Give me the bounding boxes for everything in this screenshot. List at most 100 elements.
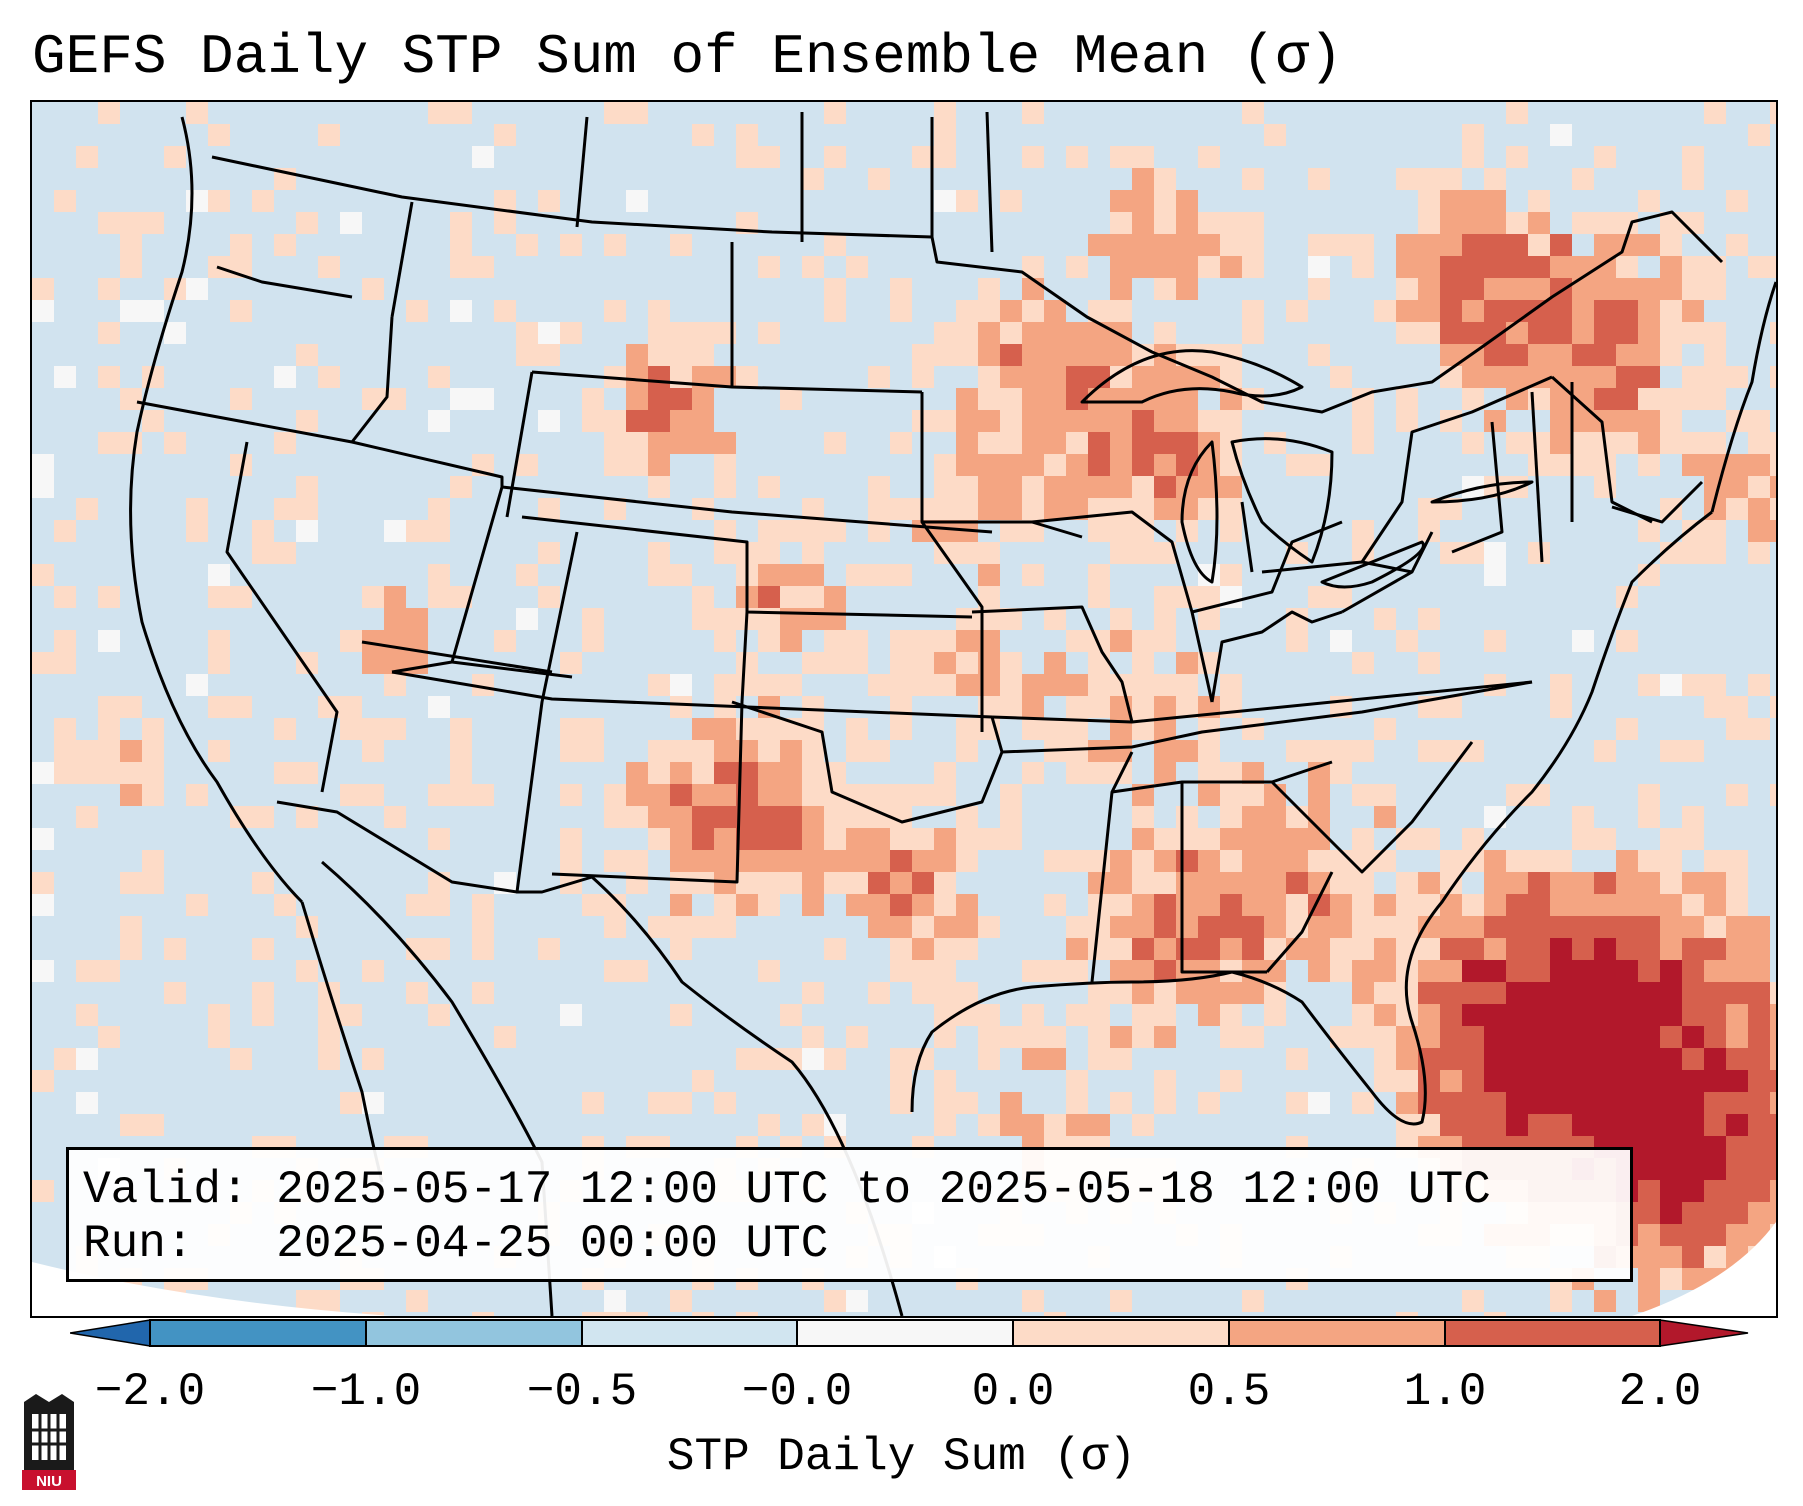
anomaly-cell: [362, 1048, 384, 1070]
anomaly-cell: [1726, 916, 1748, 938]
anomaly-cell: [1132, 190, 1154, 212]
anomaly-cell: [538, 190, 560, 212]
anomaly-cell: [1682, 1048, 1704, 1070]
anomaly-cell: [1462, 146, 1484, 168]
anomaly-cell: [384, 586, 406, 608]
anomaly-cell: [626, 344, 648, 366]
anomaly-cell: [1066, 256, 1088, 278]
anomaly-cell: [1418, 740, 1440, 762]
anomaly-cell: [1132, 454, 1154, 476]
anomaly-cell: [868, 916, 890, 938]
anomaly-cell: [1462, 366, 1484, 388]
anomaly-cell: [538, 586, 560, 608]
anomaly-cell: [1088, 520, 1110, 542]
anomaly-cell: [296, 806, 318, 828]
anomaly-cell: [142, 850, 164, 872]
anomaly-cell: [1176, 190, 1198, 212]
anomaly-cell: [1682, 1092, 1704, 1114]
anomaly-cell: [670, 740, 692, 762]
anomaly-cell: [1110, 256, 1132, 278]
anomaly-cell: [868, 828, 890, 850]
anomaly-cell: [978, 476, 1000, 498]
anomaly-cell: [450, 212, 472, 234]
anomaly-cell: [120, 696, 142, 718]
anomaly-cell: [1000, 1092, 1022, 1114]
anomaly-cell: [758, 1048, 780, 1070]
anomaly-cell: [1462, 542, 1484, 564]
anomaly-cell: [98, 102, 120, 124]
anomaly-cell: [1594, 344, 1616, 366]
anomaly-cell: [978, 300, 1000, 322]
anomaly-cell: [758, 784, 780, 806]
anomaly-cell: [670, 916, 692, 938]
anomaly-cell: [1088, 476, 1110, 498]
anomaly-cell: [1506, 234, 1528, 256]
anomaly-cell: [1176, 410, 1198, 432]
anomaly-cell: [1264, 124, 1286, 146]
anomaly-cell: [1286, 872, 1308, 894]
anomaly-cell: [1638, 1048, 1660, 1070]
anomaly-cell: [1088, 300, 1110, 322]
anomaly-cell: [1704, 344, 1726, 366]
anomaly-cell: [1088, 454, 1110, 476]
anomaly-cell: [1704, 938, 1726, 960]
anomaly-cell: [1242, 718, 1264, 740]
anomaly-cell: [1616, 432, 1638, 454]
anomaly-cell: [1528, 1070, 1550, 1092]
anomaly-cell: [758, 630, 780, 652]
anomaly-cell: [1550, 256, 1572, 278]
anomaly-map[interactable]: [32, 102, 1776, 1316]
anomaly-cell: [1330, 630, 1352, 652]
anomaly-cell: [912, 828, 934, 850]
anomaly-cell: [1594, 212, 1616, 234]
anomaly-cell: [1110, 608, 1132, 630]
anomaly-cell: [406, 982, 428, 1004]
anomaly-cell: [1462, 1114, 1484, 1136]
colorbar-bin: [1229, 1320, 1445, 1346]
anomaly-cell: [76, 806, 98, 828]
anomaly-cell: [1770, 1180, 1776, 1202]
anomaly-cell: [1704, 1158, 1726, 1180]
anomaly-cell: [670, 1004, 692, 1026]
anomaly-cell: [1462, 300, 1484, 322]
anomaly-cell: [1110, 278, 1132, 300]
anomaly-cell: [208, 630, 230, 652]
anomaly-cell: [824, 630, 846, 652]
anomaly-cell: [1220, 1070, 1242, 1092]
anomaly-cell: [1660, 278, 1682, 300]
anomaly-cell: [978, 1026, 1000, 1048]
anomaly-cell: [1110, 498, 1132, 520]
anomaly-cell: [1088, 234, 1110, 256]
anomaly-cell: [1374, 916, 1396, 938]
anomaly-cell: [296, 762, 318, 784]
anomaly-cell: [626, 388, 648, 410]
anomaly-cell: [362, 652, 384, 674]
anomaly-cell: [1110, 344, 1132, 366]
anomaly-cell: [1682, 1180, 1704, 1202]
anomaly-cell: [978, 564, 1000, 586]
anomaly-cell: [76, 762, 98, 784]
anomaly-cell: [340, 718, 362, 740]
anomaly-cell: [1594, 1070, 1616, 1092]
anomaly-cell: [1176, 850, 1198, 872]
anomaly-cell: [934, 982, 956, 1004]
anomaly-cell: [1484, 344, 1506, 366]
anomaly-cell: [1660, 1026, 1682, 1048]
anomaly-cell: [1176, 894, 1198, 916]
anomaly-cell: [1418, 608, 1440, 630]
map-panel[interactable]: [30, 100, 1778, 1318]
anomaly-cell: [934, 1026, 956, 1048]
anomaly-cell: [714, 872, 736, 894]
anomaly-cell: [1638, 322, 1660, 344]
anomaly-cell: [1594, 278, 1616, 300]
anomaly-cell: [1110, 938, 1132, 960]
anomaly-cell: [868, 366, 890, 388]
anomaly-cell: [362, 740, 384, 762]
anomaly-cell: [890, 1048, 912, 1070]
anomaly-cell: [1660, 828, 1682, 850]
anomaly-cell: [1682, 960, 1704, 982]
anomaly-cell: [802, 828, 824, 850]
anomaly-cell: [1022, 410, 1044, 432]
anomaly-cell: [956, 432, 978, 454]
anomaly-cell: [780, 388, 802, 410]
